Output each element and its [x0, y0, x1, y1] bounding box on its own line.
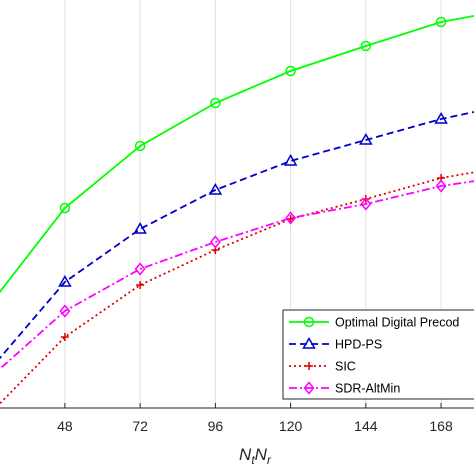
marker	[209, 235, 221, 249]
x-tick-label: 48	[57, 418, 73, 434]
legend-marker	[305, 362, 313, 370]
x-tick-label: 144	[354, 418, 378, 434]
marker	[285, 65, 296, 77]
marker	[360, 40, 372, 52]
x-tick-label: 168	[429, 418, 453, 434]
x-label-part: N	[255, 445, 268, 464]
x-label-part: r	[267, 453, 272, 467]
x-label-part: N	[239, 445, 252, 464]
plot-area	[0, 14, 474, 405]
marker	[59, 304, 71, 318]
legend-label: SDR-AltMin	[335, 382, 400, 396]
series-line	[0, 14, 474, 294]
marker	[58, 275, 72, 287]
marker	[59, 202, 71, 214]
series-line	[0, 180, 474, 370]
x-tick-label: 72	[132, 418, 148, 434]
legend-box	[282, 309, 474, 400]
marker	[134, 262, 146, 276]
x-label-part: t	[251, 453, 255, 467]
x-tick-label: 96	[208, 418, 224, 434]
legend: Optimal Digital Precod HPD-PS SIC SDR-AltMi…	[282, 309, 474, 400]
marker	[60, 333, 69, 341]
legend-marker	[303, 316, 315, 328]
marker	[134, 140, 146, 152]
legend-marker	[302, 337, 316, 349]
legend-label: HPD-PS	[335, 338, 382, 352]
x-tick-label: 120	[279, 418, 303, 434]
marker	[435, 16, 447, 28]
marker	[210, 97, 221, 109]
marker	[435, 179, 447, 193]
legend-label: SIC	[335, 360, 356, 374]
marker	[285, 211, 297, 225]
x-axis-label: NtNr	[239, 445, 272, 467]
marker	[359, 133, 373, 145]
marker	[434, 112, 448, 124]
legend-marker	[303, 381, 315, 395]
ticks: 48 72 96 120 144 168	[57, 403, 453, 434]
marker	[283, 154, 298, 166]
marker	[208, 183, 223, 195]
series-line	[0, 111, 474, 360]
marker	[133, 222, 147, 234]
legend-label: Optimal Digital Precod	[335, 316, 459, 330]
marker	[360, 197, 372, 211]
series-line	[0, 171, 474, 405]
marker	[136, 281, 145, 289]
